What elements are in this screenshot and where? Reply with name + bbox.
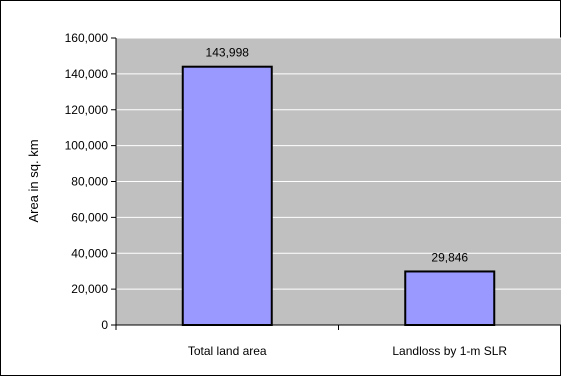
y-tick-label: 40,000 <box>71 246 108 260</box>
x-axis-ticks: Total land area Landloss by 1-m SLR <box>116 325 507 358</box>
x-tick-label: Landloss by 1-m SLR <box>392 344 507 358</box>
x-tick-label: Total land area <box>188 344 267 358</box>
y-tick-label: 20,000 <box>71 282 108 296</box>
y-axis-ticks: 0 20,000 40,000 60,000 80,000 100,000 120,000 1… <box>65 31 116 332</box>
y-tick-label: 80,000 <box>71 175 108 189</box>
y-tick-label: 60,000 <box>71 210 108 224</box>
y-tick-label: 160,000 <box>65 31 109 45</box>
data-label: 29,846 <box>431 250 468 264</box>
data-label: 143,998 <box>206 46 250 60</box>
y-tick-label: 100,000 <box>65 139 109 153</box>
y-tick-label: 120,000 <box>65 103 109 117</box>
bar-total-land-area <box>183 67 272 325</box>
y-tick-label: 0 <box>101 318 108 332</box>
bar-landloss-1m-slr <box>405 271 494 325</box>
y-tick-label: 140,000 <box>65 67 109 81</box>
y-axis-title: Area in sq. km <box>26 139 41 222</box>
